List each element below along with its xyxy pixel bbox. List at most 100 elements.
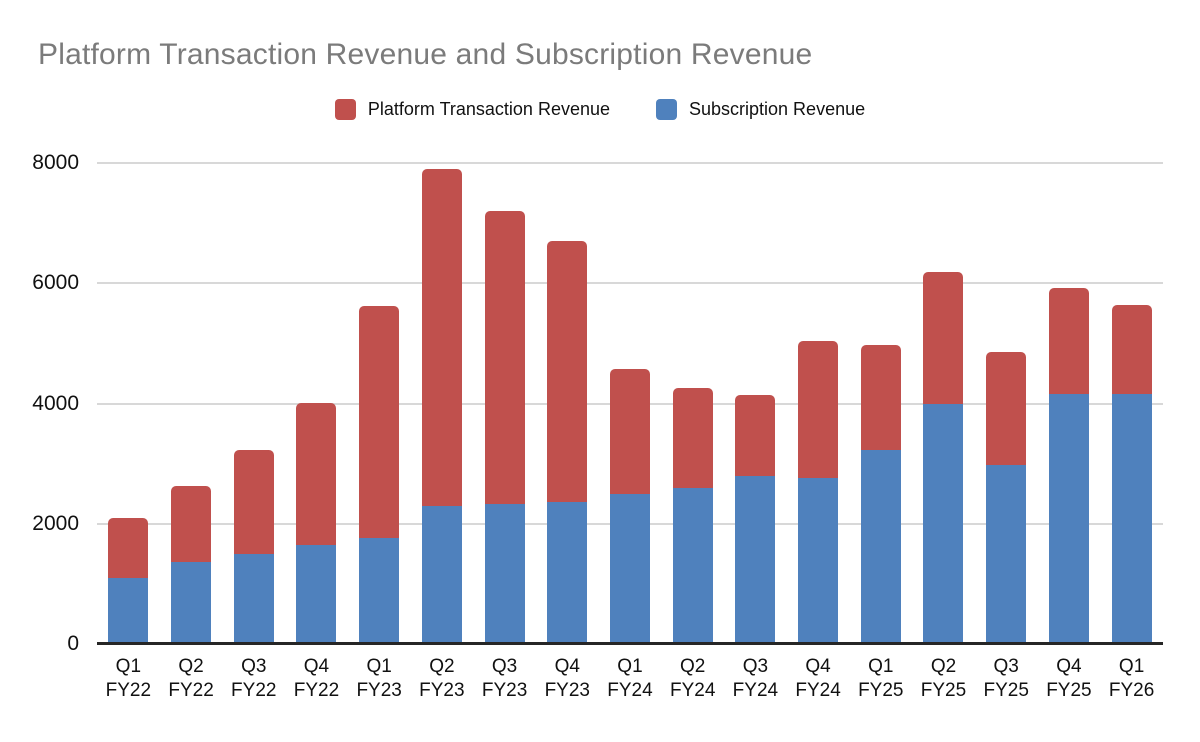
bar-stack-q1-fy24 bbox=[609, 163, 650, 644]
x-tick-line: FY25 bbox=[983, 679, 1029, 701]
x-tick-line: Q2 bbox=[178, 656, 204, 677]
bar-q1-fy26 bbox=[1100, 163, 1163, 644]
x-tick-line: FY23 bbox=[419, 679, 465, 701]
x-axis-labels: Q1 FY22 Q2 FY22 Q3 FY22 Q4 FY22 Q1 FY23 Q2 FY23 Q3 FY… bbox=[97, 655, 1163, 703]
segment-platform-transaction-revenue bbox=[1048, 288, 1089, 395]
bar-stack-q3-fy24 bbox=[735, 163, 776, 644]
x-tick-label-q2-fy25: Q2 FY25 bbox=[912, 655, 975, 703]
bar-stack-q2-fy24 bbox=[672, 163, 713, 644]
segment-subscription-revenue bbox=[923, 404, 964, 644]
bar-q1-fy25 bbox=[849, 163, 912, 644]
x-tick-label-q1-fy22: Q1 FY22 bbox=[97, 655, 160, 703]
x-tick-line: FY23 bbox=[481, 679, 528, 701]
y-tick-label-8000: 8000 bbox=[32, 151, 79, 174]
bar-q2-fy25 bbox=[912, 163, 975, 644]
bar-stack-q1-fy25 bbox=[860, 163, 901, 644]
segment-platform-transaction-revenue bbox=[359, 306, 400, 538]
segment-subscription-revenue bbox=[860, 450, 901, 644]
bar-q3-fy22 bbox=[222, 163, 285, 644]
bar-q4-fy23 bbox=[536, 163, 599, 644]
gridline-8000 bbox=[97, 162, 1163, 164]
segment-subscription-revenue bbox=[609, 493, 650, 644]
segment-platform-transaction-revenue bbox=[233, 450, 274, 554]
segment-subscription-revenue bbox=[171, 562, 212, 644]
x-tick-line: Q3 bbox=[742, 656, 769, 677]
x-tick-label-q4-fy23: Q4 FY23 bbox=[536, 655, 599, 703]
y-tick-label-4000: 4000 bbox=[32, 391, 79, 415]
x-tick-line: FY26 bbox=[1108, 679, 1155, 701]
x-tick-line: Q1 bbox=[366, 656, 392, 677]
x-tick-line: Q1 bbox=[617, 656, 643, 677]
segment-subscription-revenue bbox=[1048, 394, 1089, 644]
x-tick-line: FY24 bbox=[669, 679, 716, 701]
x-tick-line: Q1 bbox=[115, 656, 142, 677]
segment-subscription-revenue bbox=[672, 488, 713, 644]
x-tick-line: FY24 bbox=[732, 679, 779, 701]
bar-stack-q4-fy22 bbox=[296, 163, 337, 644]
x-tick-line: Q3 bbox=[993, 656, 1019, 677]
segment-subscription-revenue bbox=[296, 545, 337, 644]
bar-stack-q3-fy23 bbox=[484, 163, 525, 644]
bar-stack-q4-fy25 bbox=[1048, 163, 1089, 644]
bars bbox=[97, 163, 1163, 644]
segment-subscription-revenue bbox=[735, 476, 776, 644]
bar-stack-q1-fy23 bbox=[359, 163, 400, 644]
legend-swatch-platform-icon bbox=[334, 99, 356, 120]
bar-q3-fy24 bbox=[724, 163, 787, 644]
legend-item-platform-transaction-revenue: Platform Transaction Revenue bbox=[334, 99, 610, 120]
x-tick-label-q3-fy22: Q3 FY22 bbox=[222, 655, 285, 703]
segment-subscription-revenue bbox=[986, 464, 1027, 644]
segment-platform-transaction-revenue bbox=[484, 211, 525, 504]
bar-stack-q2-fy22 bbox=[171, 163, 212, 644]
x-tick-line: Q4 bbox=[303, 656, 330, 677]
segment-platform-transaction-revenue bbox=[609, 369, 650, 494]
y-axis: 0 2000 4000 6000 8000 bbox=[0, 151, 88, 655]
bar-q4-fy25 bbox=[1038, 163, 1101, 644]
segment-platform-transaction-revenue bbox=[171, 486, 212, 563]
bar-q1-fy24 bbox=[599, 163, 662, 644]
x-tick-line: Q2 bbox=[680, 656, 706, 677]
segment-subscription-revenue bbox=[233, 553, 274, 644]
x-tick-label-q2-fy24: Q2 FY24 bbox=[661, 655, 724, 703]
x-tick-line: Q2 bbox=[429, 656, 455, 677]
y-tick-label-6000: 6000 bbox=[32, 271, 79, 295]
bar-stack-q3-fy25 bbox=[986, 163, 1027, 644]
x-tick-line: FY22 bbox=[105, 679, 152, 701]
legend-label-subscription: Subscription Revenue bbox=[689, 99, 866, 119]
segment-platform-transaction-revenue bbox=[547, 240, 588, 503]
segment-subscription-revenue bbox=[421, 505, 462, 644]
x-tick-line: Q3 bbox=[491, 656, 518, 677]
bar-q2-fy24 bbox=[661, 163, 724, 644]
x-axis-line bbox=[97, 642, 1163, 645]
x-tick-line: Q1 bbox=[868, 656, 894, 677]
x-tick-line: FY24 bbox=[795, 679, 841, 701]
bar-stack-q1-fy22 bbox=[108, 163, 149, 644]
segment-platform-transaction-revenue bbox=[296, 402, 337, 546]
x-tick-line: Q4 bbox=[805, 656, 831, 677]
x-tick-label-q1-fy24: Q1 FY24 bbox=[599, 655, 662, 703]
bar-stack-q4-fy23 bbox=[547, 163, 588, 644]
x-tick-label-q1-fy25: Q1 FY25 bbox=[849, 655, 912, 703]
segment-subscription-revenue bbox=[108, 577, 149, 644]
x-tick-label-q2-fy22: Q2 FY22 bbox=[160, 655, 223, 703]
x-tick-label-q4-fy24: Q4 FY24 bbox=[787, 655, 850, 703]
y-tick-label-0: 0 bbox=[67, 632, 79, 655]
x-tick-label-q2-fy23: Q2 FY23 bbox=[411, 655, 474, 703]
bar-stack-q3-fy22 bbox=[233, 163, 274, 644]
x-tick-label-q3-fy23: Q3 FY23 bbox=[473, 655, 536, 703]
bar-q3-fy23 bbox=[473, 163, 536, 644]
segment-subscription-revenue bbox=[359, 537, 400, 644]
plot-area bbox=[97, 162, 1163, 645]
x-tick-line: FY22 bbox=[231, 679, 277, 701]
segment-platform-transaction-revenue bbox=[421, 169, 462, 506]
segment-subscription-revenue bbox=[1111, 394, 1152, 644]
x-tick-line: FY22 bbox=[293, 679, 340, 701]
bar-stack-q4-fy24 bbox=[798, 163, 839, 644]
x-tick-line: Q3 bbox=[241, 656, 267, 677]
segment-subscription-revenue bbox=[484, 503, 525, 644]
x-tick-label-q3-fy25: Q3 FY25 bbox=[975, 655, 1038, 703]
bar-q4-fy24 bbox=[787, 163, 850, 644]
bar-q4-fy22 bbox=[285, 163, 348, 644]
x-tick-line: Q4 bbox=[554, 656, 580, 677]
segment-platform-transaction-revenue bbox=[672, 388, 713, 489]
